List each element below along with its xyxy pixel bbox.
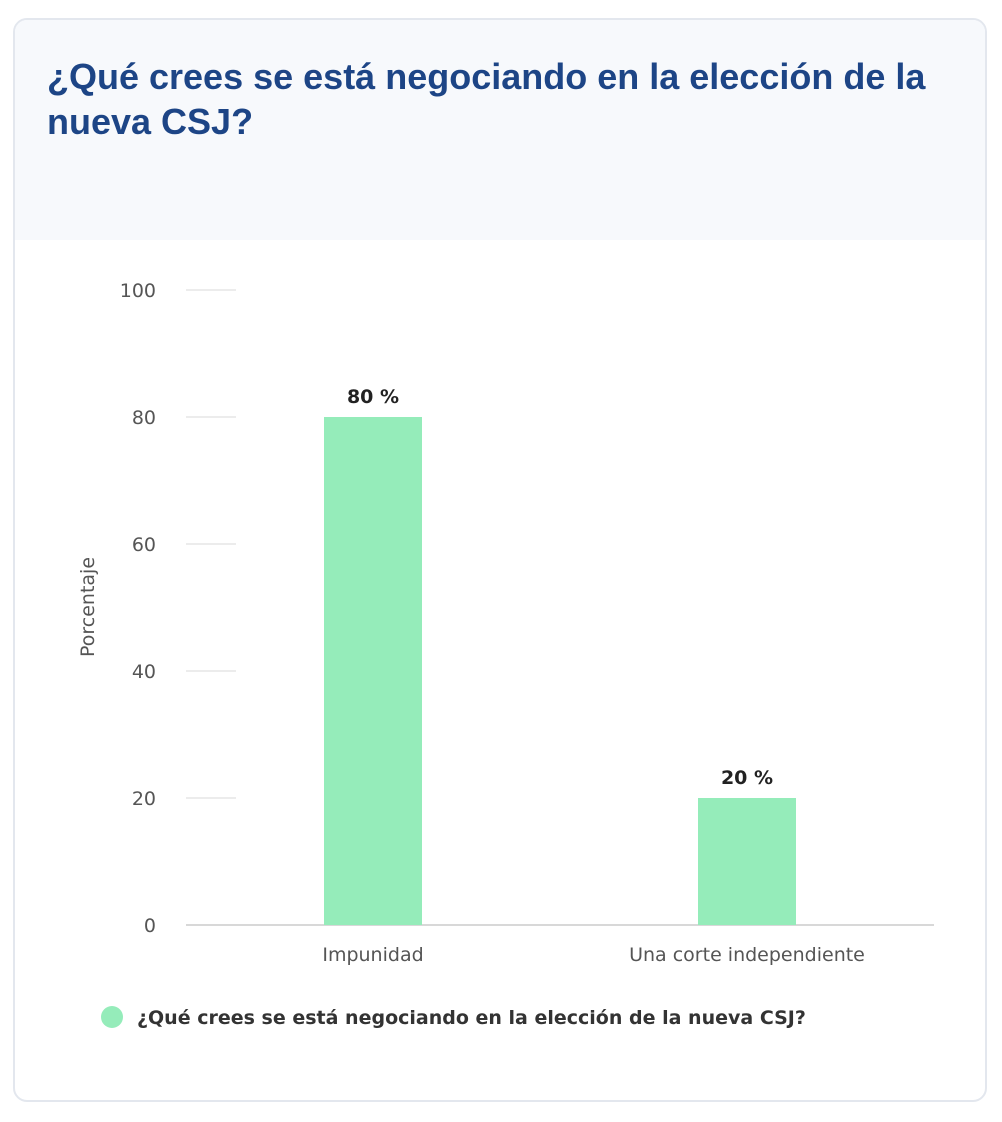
bar[interactable] — [324, 417, 422, 925]
y-tick-label: 20 — [132, 788, 156, 810]
y-tick-label: 40 — [132, 661, 156, 683]
chart-card: ¿Qué crees se está negociando en la elec… — [13, 18, 987, 1102]
x-category-label: Una corte independiente — [629, 944, 865, 966]
legend-label[interactable]: ¿Qué crees se está negociando en la elec… — [137, 1007, 806, 1029]
y-tick-label: 60 — [132, 534, 156, 556]
bar[interactable] — [698, 798, 796, 925]
data-label: 80 % — [347, 386, 399, 408]
data-label: 20 % — [721, 767, 773, 789]
y-tick-label: 0 — [144, 915, 156, 937]
chart-title: ¿Qué crees se está negociando en la elec… — [47, 56, 926, 142]
card-header: ¿Qué crees se está negociando en la elec… — [15, 20, 985, 240]
x-category-label: Impunidad — [322, 944, 423, 966]
y-axis-title: Porcentaje — [77, 557, 99, 657]
legend[interactable]: ¿Qué crees se está negociando en la elec… — [101, 1006, 806, 1029]
y-tick-label: 100 — [120, 280, 156, 302]
y-tick-label: 80 — [132, 407, 156, 429]
legend-marker — [101, 1006, 123, 1028]
